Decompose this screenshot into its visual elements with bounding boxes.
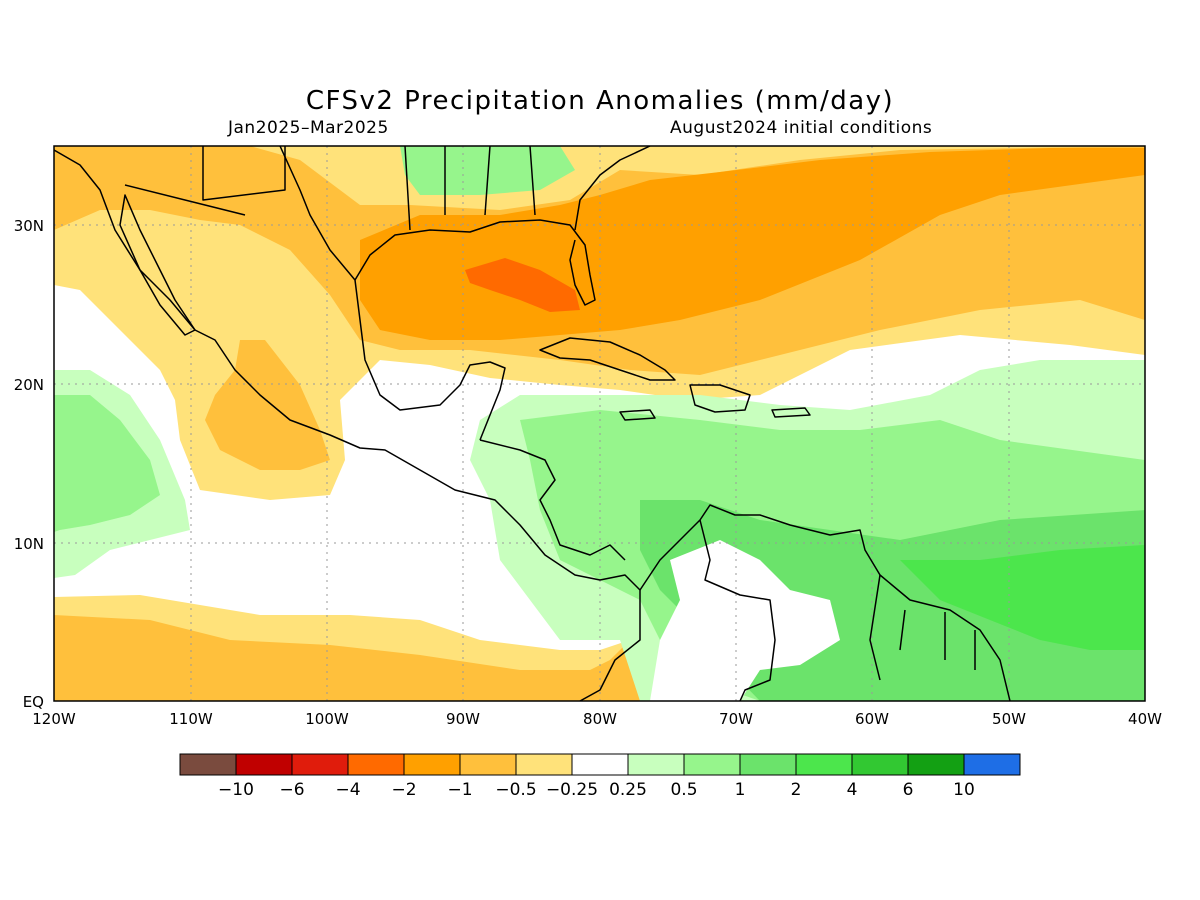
colorbar-label: 0.5 xyxy=(670,780,697,800)
colorbar-label: −10 xyxy=(218,780,254,800)
colorbar-swatch xyxy=(403,753,461,776)
strong-dry-core xyxy=(465,258,580,312)
colorbar-swatch xyxy=(851,753,909,776)
colorbar-swatch xyxy=(683,753,741,776)
colorbar-swatch xyxy=(347,753,405,776)
x-tick-60w: 60W xyxy=(855,710,889,728)
colorbar-swatch xyxy=(795,753,853,776)
colorbar-label: 0.25 xyxy=(609,780,647,800)
colorbar-swatch xyxy=(235,753,293,776)
us-interior-borders xyxy=(124,146,536,231)
colorbar-swatch xyxy=(963,753,1021,776)
colorbar-label: 1 xyxy=(735,780,746,800)
y-tick-30n: 30N xyxy=(14,217,44,235)
x-tick-110w: 110W xyxy=(169,710,213,728)
hispaniola xyxy=(689,384,751,413)
puerto-rico xyxy=(771,407,811,418)
colorbar-swatch xyxy=(459,753,517,776)
lat-lon-grid xyxy=(54,146,1145,701)
us-gulf-coast xyxy=(354,219,596,306)
coastlines xyxy=(54,146,1011,701)
colorbar-label: −2 xyxy=(391,780,416,800)
x-tick-120w: 120W xyxy=(32,710,76,728)
venezuela-colombia-border xyxy=(699,519,776,701)
y-tick-20n: 20N xyxy=(14,376,44,394)
dry-anomaly-band-south-core xyxy=(54,615,620,701)
x-tick-labels: 120W 110W 100W 90W 80W 70W 60W 50W 40W xyxy=(32,710,1162,728)
colorbar-label: −1 xyxy=(447,780,472,800)
colorbar-label: 6 xyxy=(903,780,914,800)
x-tick-70w: 70W xyxy=(719,710,753,728)
dry-anomaly-mexico-pacific xyxy=(205,340,330,470)
neutral-interior xyxy=(650,540,840,701)
colorbar-swatch xyxy=(179,753,237,776)
colorbar-label: 4 xyxy=(847,780,858,800)
x-tick-40w: 40W xyxy=(1128,710,1162,728)
guiana-borders xyxy=(869,574,976,681)
valid-period: Jan2025–Mar2025 xyxy=(228,118,389,138)
colorbar-label: 2 xyxy=(791,780,802,800)
y-tick-eq: EQ xyxy=(23,693,44,711)
colorbar-swatch xyxy=(627,753,685,776)
y-tick-labels: EQ 10N 20N 30N xyxy=(14,217,44,711)
x-tick-100w: 100W xyxy=(305,710,349,728)
jamaica xyxy=(619,409,656,421)
initial-conditions: August2024 initial conditions xyxy=(670,118,933,138)
colorbar-label: −0.5 xyxy=(495,780,536,800)
x-tick-80w: 80W xyxy=(583,710,617,728)
wet-anomaly-atlantic-strong xyxy=(900,545,1145,650)
x-tick-50w: 50W xyxy=(992,710,1026,728)
colorbar-label: −4 xyxy=(335,780,360,800)
wet-anomaly-east-pacific-core xyxy=(54,395,160,532)
y-tick-10n: 10N xyxy=(14,535,44,553)
florida-atlantic xyxy=(574,146,651,231)
map-frame xyxy=(53,145,1146,702)
central-america-caribbean xyxy=(479,439,626,561)
x-tick-90w: 90W xyxy=(446,710,480,728)
colorbar-label: 10 xyxy=(953,780,975,800)
cuba xyxy=(539,337,676,381)
mexico-pacific-coast xyxy=(54,149,641,701)
colorbar-label: −6 xyxy=(279,780,304,800)
gulf-coast-mexico-us xyxy=(279,146,506,441)
colorbar-swatch xyxy=(571,753,629,776)
colorbar-swatch xyxy=(291,753,349,776)
chart-title: CFSv2 Precipitation Anomalies (mm/day) xyxy=(305,86,895,116)
colorbar-swatch xyxy=(515,753,573,776)
colorbar-swatch xyxy=(907,753,965,776)
colorbar: −10 −6 −4 −2 −1 −0.5 −0.25 0.25 0.5 1 2 4 6 10 xyxy=(179,753,1021,800)
colorbar-label: −0.25 xyxy=(546,780,598,800)
baja-peninsula xyxy=(119,194,196,336)
precip-anomaly-field xyxy=(54,146,1145,701)
south-america-north-coast xyxy=(639,504,1011,701)
colorbar-swatch xyxy=(739,753,797,776)
